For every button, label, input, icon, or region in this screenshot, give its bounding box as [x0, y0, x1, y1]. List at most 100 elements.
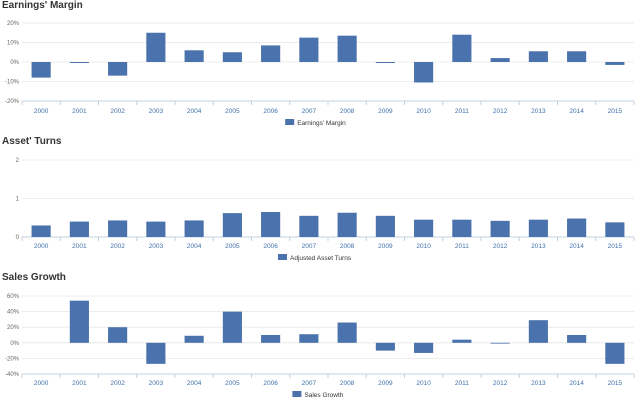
x-tick-label: 2005 — [225, 108, 240, 115]
bar-2007 — [299, 334, 319, 343]
legend-swatch[interactable] — [278, 254, 287, 260]
x-tick-label: 2012 — [493, 108, 508, 115]
bar-2007 — [299, 37, 319, 62]
x-tick-label: 2008 — [340, 108, 355, 115]
y-tick-label: 2 — [16, 158, 20, 164]
y-tick-label: 0% — [10, 341, 19, 347]
x-tick-label: 2011 — [455, 243, 469, 250]
sales-growth-panel: Sales Growth -40% -20% 0% 20% 40% 60% 2000 2001… — [0, 272, 640, 402]
y-tick-label: -10% — [5, 80, 20, 86]
x-tick-label: 2010 — [416, 380, 431, 387]
sales-growth-chart: -40% -20% 0% 20% 40% 60% 2000 2001 2002 2003 2004 2… — [5, 294, 635, 399]
legend-label[interactable]: Adjusted Asset Turns — [290, 255, 352, 262]
x-tick-label: 2015 — [608, 380, 623, 387]
legend-label[interactable]: Sales Growth — [304, 392, 343, 399]
x-tick-label: 2006 — [263, 108, 278, 115]
x-tick-label: 2008 — [340, 380, 355, 387]
x-tick-label: 2003 — [149, 380, 164, 387]
y-tick-label: -20% — [5, 99, 20, 105]
bar-2014 — [567, 335, 587, 343]
x-tick-label: 2014 — [569, 380, 584, 387]
x-tick-label: 2007 — [302, 243, 317, 250]
bar-2011 — [452, 219, 472, 237]
x-tick-label: 2011 — [455, 108, 469, 115]
bar-2003 — [146, 32, 166, 62]
bar-2008 — [337, 212, 357, 237]
bar-2012 — [490, 342, 510, 344]
x-tick-label: 2013 — [531, 380, 546, 387]
y-tick-label: 0% — [10, 60, 19, 66]
y-tick-label: 60% — [7, 294, 20, 300]
x-tick-label: 2005 — [225, 243, 240, 250]
x-tick-label: 2002 — [110, 243, 125, 250]
bar-2006 — [261, 45, 281, 62]
bar-2008 — [337, 35, 357, 62]
bar-2002 — [108, 62, 128, 76]
bar-2006 — [261, 211, 281, 237]
bar-2013 — [528, 219, 548, 237]
bar-2006 — [261, 335, 281, 343]
bar-2007 — [299, 215, 319, 237]
bar-2002 — [108, 220, 128, 237]
bar-2002 — [108, 327, 128, 343]
x-tick-label: 2001 — [72, 380, 87, 387]
bar-2008 — [337, 322, 357, 343]
x-tick-label: 2006 — [263, 380, 278, 387]
bar-2014 — [567, 218, 587, 237]
bar-2009 — [375, 62, 395, 63]
chart-title: Earnings' Margin — [2, 0, 83, 11]
x-tick-label: 2012 — [493, 380, 508, 387]
bar-2005 — [222, 213, 242, 237]
bar-2015 — [605, 222, 625, 237]
x-tick-label: 2014 — [569, 243, 584, 250]
y-tick-label: -40% — [5, 372, 20, 378]
y-tick-label: 10% — [7, 41, 20, 47]
x-tick-label: 2015 — [608, 108, 623, 115]
x-tick-label: 2000 — [34, 243, 49, 250]
bar-2003 — [146, 221, 166, 237]
bar-2013 — [528, 51, 548, 62]
x-tick-label: 2010 — [416, 108, 431, 115]
x-tick-label: 2015 — [608, 243, 623, 250]
x-tick-label: 2012 — [493, 243, 508, 250]
bar-2014 — [567, 51, 587, 62]
bar-2010 — [414, 342, 434, 353]
bar-2001 — [69, 300, 89, 343]
chart-title: Asset' Turns — [2, 136, 62, 147]
x-tick-label: 2011 — [455, 380, 469, 387]
bar-2001 — [69, 62, 89, 63]
x-tick-label: 2001 — [72, 243, 87, 250]
legend-label[interactable]: Earnings' Margin — [297, 120, 346, 127]
bar-2000 — [31, 225, 51, 237]
bar-2001 — [69, 221, 89, 237]
y-tick-label: 20% — [7, 21, 20, 27]
bar-2000 — [31, 62, 51, 78]
x-tick-label: 2006 — [263, 243, 278, 250]
bar-2004 — [184, 335, 204, 343]
bar-2011 — [452, 339, 472, 343]
x-tick-label: 2001 — [72, 108, 87, 115]
x-tick-label: 2004 — [187, 108, 202, 115]
x-tick-label: 2005 — [225, 380, 240, 387]
bar-2011 — [452, 34, 472, 62]
x-tick-label: 2013 — [531, 108, 546, 115]
bar-2015 — [605, 342, 625, 364]
x-tick-label: 2002 — [110, 380, 125, 387]
legend-swatch[interactable] — [285, 119, 295, 125]
chart-title: Sales Growth — [2, 272, 66, 283]
x-tick-label: 2014 — [569, 108, 584, 115]
x-tick-label: 2008 — [340, 243, 355, 250]
y-tick-label: 40% — [7, 310, 20, 316]
bar-2005 — [222, 311, 242, 343]
x-tick-label: 2000 — [34, 380, 49, 387]
x-tick-label: 2007 — [302, 380, 317, 387]
bar-2009 — [375, 342, 395, 351]
y-tick-label: 1 — [16, 197, 20, 203]
x-tick-label: 2009 — [378, 108, 393, 115]
bar-2012 — [490, 58, 510, 62]
x-tick-label: 2009 — [378, 243, 393, 250]
asset-turns-panel: Asset' Turns 0 1 2 2000 2001 2002 2003 2004 2005… — [0, 136, 640, 270]
bar-2004 — [184, 220, 204, 237]
bar-2010 — [414, 219, 434, 237]
legend-swatch[interactable] — [292, 391, 302, 397]
